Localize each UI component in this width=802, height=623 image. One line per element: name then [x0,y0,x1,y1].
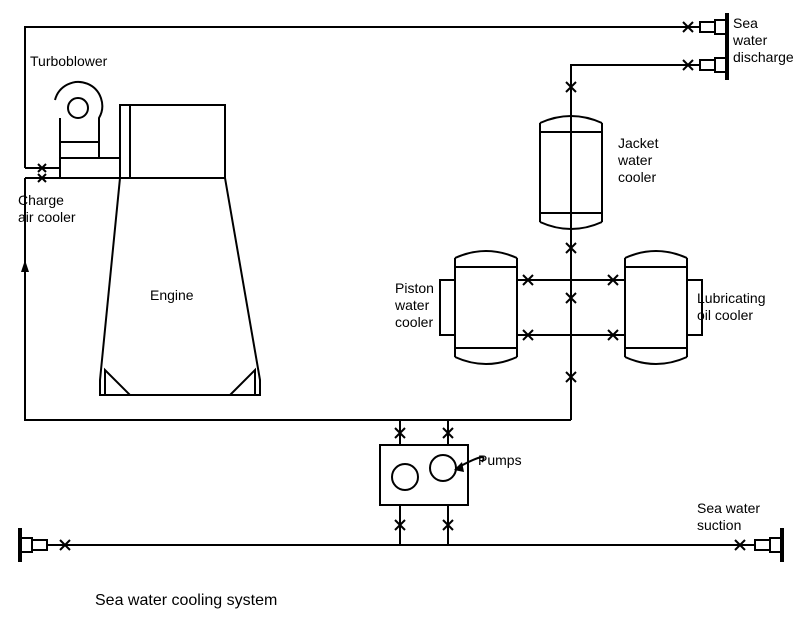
charge-air-cooler-label: Charge air cooler [18,192,76,225]
svg-text:discharge: discharge [733,49,794,65]
svg-text:Pumps: Pumps [478,452,522,468]
svg-text:Piston: Piston [395,280,434,296]
sea-water-discharge: Sea water discharge [700,13,794,80]
svg-text:water: water [732,32,768,48]
svg-text:Sea: Sea [733,15,758,31]
svg-text:suction: suction [697,517,741,533]
svg-text:water: water [394,297,430,313]
lubricating-oil-cooler: Lubricating oil cooler [625,251,766,364]
piston-water-cooler: Piston water cooler [394,251,517,364]
svg-text:oil cooler: oil cooler [697,307,753,323]
jacket-water-cooler: Jacket water cooler [540,116,659,229]
svg-text:cooler: cooler [395,314,433,330]
svg-text:cooler: cooler [618,169,656,185]
engine-label: Engine [150,287,194,303]
turboblower-label: Turboblower [30,53,108,69]
cooling-system-diagram: Sea water cooling system Engine Turboblo… [0,0,802,623]
svg-text:air cooler: air cooler [18,209,76,225]
svg-text:water: water [617,152,653,168]
svg-text:Jacket: Jacket [618,135,659,151]
svg-text:Sea water: Sea water [697,500,760,516]
piping [21,22,755,550]
pumps: Pumps [380,445,522,505]
turboblower: Turboblower [30,53,108,158]
svg-text:Lubricating: Lubricating [697,290,766,306]
engine-block: Engine [60,105,260,395]
sea-water-suction-right: Sea water suction [697,500,782,562]
diagram-title: Sea water cooling system [95,592,277,609]
sea-water-suction-left [20,528,47,562]
